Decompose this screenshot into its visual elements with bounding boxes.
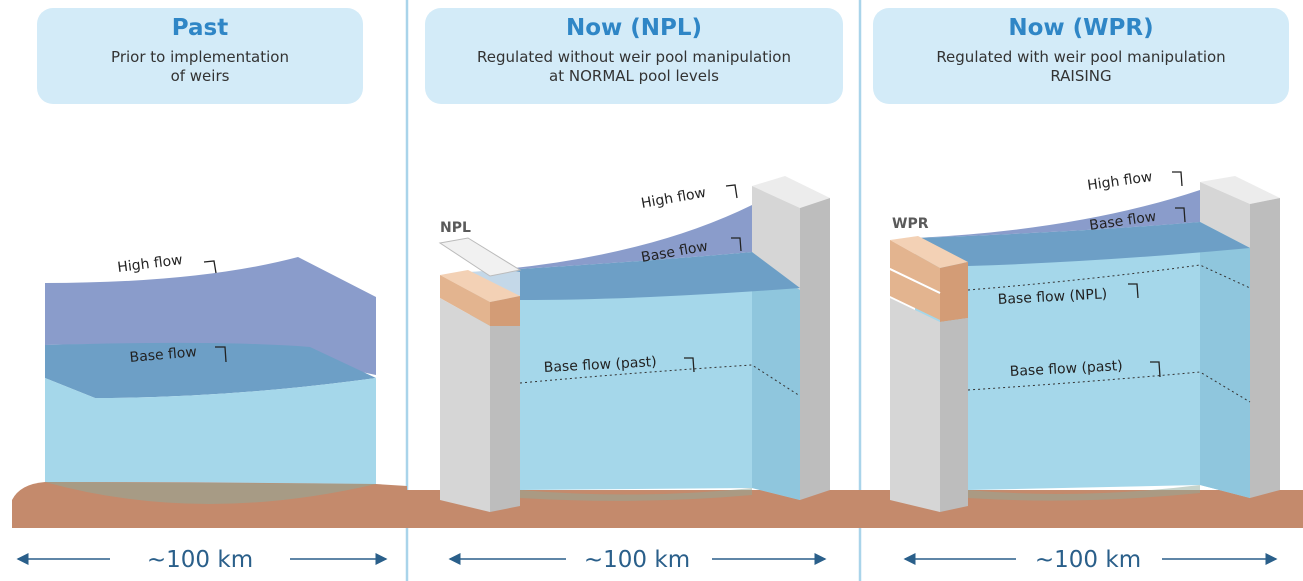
high-flow-water	[915, 190, 1200, 238]
weir-cap-top	[890, 236, 968, 268]
weir-top	[752, 176, 830, 208]
weir-face	[440, 298, 490, 512]
npl-raise-outline	[438, 237, 522, 277]
base-flow-water	[470, 260, 800, 500]
weir-cap-face	[890, 270, 940, 320]
panel-title: Now (NPL)	[565, 15, 703, 41]
scale-label: ~100 km	[584, 547, 690, 573]
weir-side	[800, 198, 830, 500]
base-flow-surface	[470, 252, 800, 300]
riverbed-shadow	[520, 488, 752, 501]
weir-cap-side	[940, 262, 968, 322]
high-flow-label: High flow	[117, 252, 184, 276]
base-flow-water	[45, 378, 376, 488]
past-base-flow-line	[967, 371, 1251, 403]
panel-subtitle: Regulated without weir pool manipulation…	[477, 48, 791, 85]
high-flow-label: High flow	[640, 185, 707, 212]
pointer-icon	[725, 184, 738, 199]
pointer-icon	[684, 357, 695, 373]
npl-base-flow-label: Base flow (NPL)	[997, 286, 1107, 308]
past-base-flow-label: Base flow (past)	[1009, 358, 1123, 380]
weir-cap-face	[890, 240, 940, 292]
weir-board-seam	[889, 268, 941, 294]
base-flow-water	[915, 222, 1250, 498]
weir-side	[940, 318, 968, 512]
weir-label-wpr: WPR	[892, 216, 929, 232]
base-flow-surface	[915, 222, 1250, 266]
past-base-flow-label: Base flow (past)	[543, 354, 657, 376]
pointer-icon	[215, 346, 227, 363]
npl-base-flow-line	[967, 264, 1251, 291]
pointer-icon	[1128, 283, 1139, 299]
pointer-icon	[731, 237, 742, 252]
panel-subtitle: Prior to implementation of weirs	[111, 48, 289, 85]
water-side	[1200, 222, 1250, 498]
past-base-flow-line	[519, 364, 801, 397]
base-flow-label: Base flow	[129, 344, 198, 366]
weir-side	[490, 326, 520, 512]
pointer-icon	[1175, 207, 1186, 223]
weir-side	[1250, 198, 1280, 498]
riverbed-shadow	[45, 482, 376, 505]
weir-top	[1200, 176, 1280, 204]
panel-header-wpr: Now (WPR) Regulated with weir pool manip…	[873, 8, 1289, 104]
weir-label-npl: NPL	[440, 220, 471, 236]
high-flow-water	[45, 257, 376, 375]
pointer-icon	[1150, 361, 1161, 378]
panel-header-npl: Now (NPL) Regulated without weir pool ma…	[425, 8, 843, 104]
scale-label: ~100 km	[1035, 547, 1141, 573]
riverbed	[860, 490, 1303, 528]
base-flow-surface	[45, 342, 376, 398]
panel-wpr: WPR High flow Base flow Base flow (NPL) …	[860, 169, 1303, 573]
panel-npl: NPL High flow Base flow Base flow (past)…	[407, 176, 860, 573]
pointer-icon	[203, 260, 217, 274]
riverbed-shadow	[968, 485, 1200, 501]
weir-cap-side	[490, 296, 520, 330]
scale-label: ~100 km	[147, 547, 253, 573]
high-flow-water	[470, 205, 752, 272]
panel-past: High flow Base flow ~100 km	[12, 252, 407, 573]
weir-cap-top	[440, 270, 520, 302]
panel-title: Past	[171, 15, 229, 41]
weir-cap-face	[440, 275, 490, 326]
panel-header-past: Past Prior to implementation of weirs	[37, 8, 363, 104]
riverbed	[407, 490, 860, 528]
panel-title: Now (WPR)	[1008, 15, 1154, 41]
pointer-icon	[1172, 171, 1183, 187]
high-flow-label: High flow	[1086, 169, 1153, 194]
weir-face	[890, 298, 940, 512]
panel-subtitle: Regulated with weir pool manipulation RA…	[936, 48, 1226, 85]
